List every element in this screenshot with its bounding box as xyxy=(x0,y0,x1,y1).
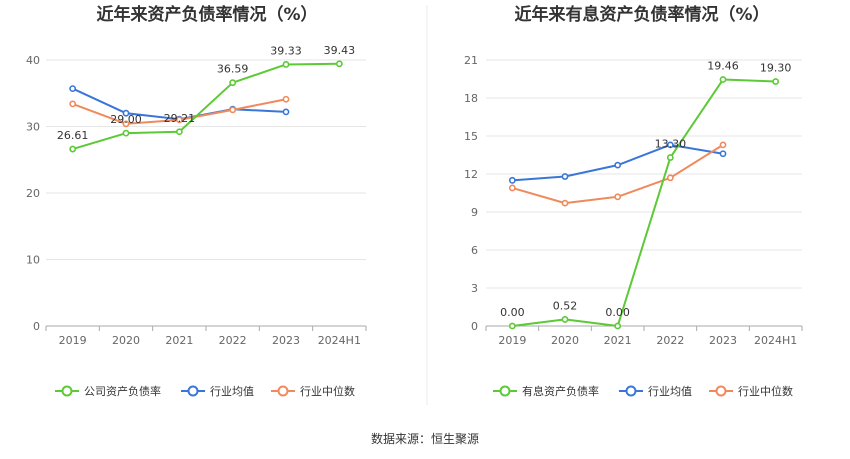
data-point xyxy=(614,161,622,169)
data-label: 0.52 xyxy=(553,299,578,312)
data-point xyxy=(719,76,727,83)
y-tick-label: 15 xyxy=(464,130,478,143)
x-tick-label: 2022 xyxy=(656,334,684,347)
y-tick-label: 3 xyxy=(471,282,478,295)
legend-label: 行业均值 xyxy=(210,385,254,398)
data-point xyxy=(282,61,290,68)
legend-label: 行业中位数 xyxy=(300,384,355,398)
y-tick-label: 30 xyxy=(26,121,40,134)
legend-label: 行业中位数 xyxy=(738,384,793,398)
legend-swatch-marker xyxy=(61,385,73,397)
y-tick-label: 21 xyxy=(464,54,478,67)
x-tick-label: 2020 xyxy=(551,334,579,347)
y-tick-label: 12 xyxy=(464,168,478,181)
data-label: 0.00 xyxy=(500,306,525,319)
data-label: 29.00 xyxy=(110,113,142,126)
y-tick-label: 6 xyxy=(471,244,478,257)
data-point xyxy=(122,109,130,117)
y-tick-label: 10 xyxy=(26,254,40,267)
legend-swatch-marker xyxy=(499,385,511,397)
y-tick-label: 18 xyxy=(464,92,478,105)
x-tick-label: 2021 xyxy=(165,334,193,347)
data-label: 0.00 xyxy=(605,306,630,319)
chart-title-debt-ratio: 近年来资产负债率情况（%） xyxy=(96,4,317,25)
data-point xyxy=(666,141,674,149)
x-tick-label: 2019 xyxy=(498,334,526,347)
data-point xyxy=(614,322,622,330)
data-point xyxy=(508,176,516,184)
x-tick-label: 2021 xyxy=(604,334,632,347)
y-tick-label: 9 xyxy=(471,206,478,219)
legend-swatch-marker xyxy=(187,385,199,397)
x-tick-label: 2023 xyxy=(709,334,737,347)
data-point xyxy=(508,184,516,192)
y-tick-label: 20 xyxy=(26,187,40,200)
data-point xyxy=(122,129,130,137)
y-tick-label: 40 xyxy=(26,54,40,67)
data-point xyxy=(69,85,77,92)
data-point xyxy=(561,173,569,180)
data-point xyxy=(229,106,237,114)
data-label: 39.43 xyxy=(324,44,356,57)
data-label: 39.33 xyxy=(270,44,302,57)
data-point xyxy=(69,100,77,108)
data-point xyxy=(508,322,516,330)
data-label: 26.61 xyxy=(57,129,89,142)
data-point xyxy=(175,128,183,136)
series-line-0 xyxy=(512,78,776,327)
data-label: 36.59 xyxy=(217,63,249,76)
x-tick-label: 2020 xyxy=(112,334,140,347)
data-point xyxy=(335,60,343,68)
legend-swatch-marker xyxy=(625,385,637,397)
data-point xyxy=(175,116,183,124)
data-point xyxy=(772,78,780,85)
data-label: 19.46 xyxy=(707,60,739,73)
data-point xyxy=(229,79,237,87)
data-point xyxy=(719,141,727,149)
series-line-0 xyxy=(72,62,340,151)
data-point xyxy=(122,120,130,128)
data-point xyxy=(282,95,290,103)
x-tick-label: 2023 xyxy=(272,334,300,347)
data-source-note: 数据来源：恒生聚源 xyxy=(371,431,479,446)
legend-swatch-marker xyxy=(277,385,289,397)
y-tick-label: 0 xyxy=(33,320,40,333)
legend-label: 行业均值 xyxy=(648,385,692,398)
chart-interest-debt-ratio: 近年来有息资产负债率情况（%） 0 3 6 9 12 15 18 21 2019 2020 2021… xyxy=(464,4,803,398)
data-label: 29.21 xyxy=(164,112,196,125)
data-label: 13.30 xyxy=(655,138,687,151)
legend-label: 公司资产负债率 xyxy=(84,384,161,398)
data-point xyxy=(719,150,727,158)
data-point xyxy=(561,316,569,323)
data-point xyxy=(666,154,674,161)
legend-swatch-marker xyxy=(715,385,727,397)
data-label: 19.30 xyxy=(760,62,792,75)
x-tick-label: 2024H1 xyxy=(318,334,361,347)
y-tick-label: 0 xyxy=(471,320,478,333)
data-point xyxy=(69,145,77,153)
x-tick-label: 2022 xyxy=(219,334,247,347)
data-point xyxy=(282,108,290,116)
x-tick-label: 2024H1 xyxy=(754,334,797,347)
x-tick-label: 2019 xyxy=(59,334,87,347)
data-point xyxy=(666,174,674,182)
data-point xyxy=(614,193,622,201)
chart-title-interest-debt-ratio: 近年来有息资产负债率情况（%） xyxy=(514,4,769,25)
legend-label: 有息资产负债率 xyxy=(522,384,599,398)
data-point xyxy=(561,199,569,207)
chart-debt-ratio: 近年来资产负债率情况（%） 0 10 20 30 40 2019 2020 2021 2022 2… xyxy=(26,4,367,398)
